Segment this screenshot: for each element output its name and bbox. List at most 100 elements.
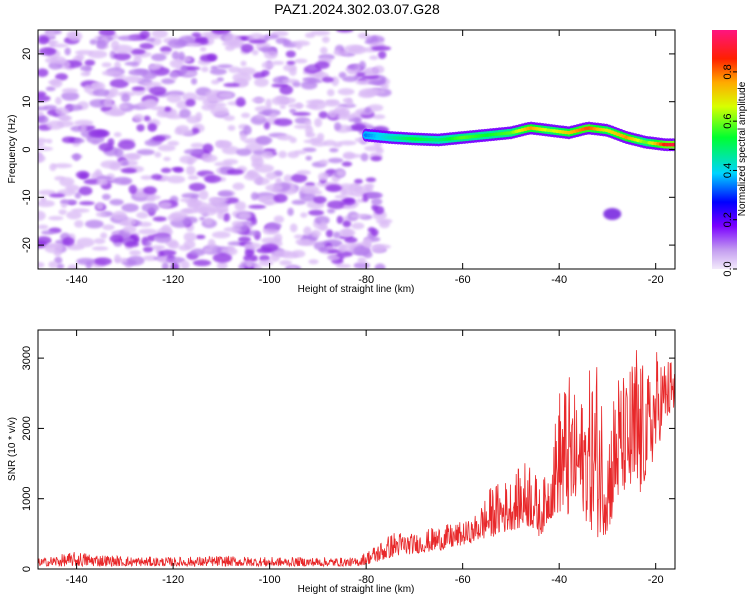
noise-cell [369, 55, 379, 60]
noise-cell [195, 36, 208, 43]
noise-cell [142, 255, 158, 262]
noise-cell [291, 199, 306, 205]
noise-cell [113, 176, 133, 185]
noise-cell [73, 153, 80, 162]
noise-cell [113, 132, 122, 138]
noise-cell [179, 108, 191, 119]
noise-cell [254, 77, 269, 88]
noise-cell [191, 127, 200, 135]
noise-cell [338, 71, 347, 79]
noise-cell [58, 115, 73, 121]
noise-cell [231, 220, 244, 228]
noise-cell [265, 98, 272, 109]
noise-cell [326, 89, 335, 97]
noise-cell [38, 106, 49, 111]
noise-cell [224, 34, 241, 45]
noise-cell [141, 202, 160, 213]
noise-cell [41, 230, 55, 235]
noise-cell [96, 178, 109, 186]
noise-cell [95, 211, 107, 217]
noise-cell [121, 168, 137, 174]
noise-cell [84, 59, 96, 66]
noise-cell [262, 151, 274, 159]
noise-cell [89, 98, 108, 108]
noise-cell [364, 106, 371, 114]
noise-cell [48, 215, 64, 221]
noise-cell [305, 132, 316, 138]
noise-cell [274, 118, 293, 127]
y-tick-label: 3000 [21, 346, 33, 370]
noise-cell [232, 72, 252, 83]
noise-cell [304, 32, 316, 39]
noise-cell [287, 103, 305, 108]
noise-cell [117, 139, 136, 150]
noise-cell [251, 49, 259, 56]
noise-cell [314, 61, 330, 69]
noise-cell [141, 71, 157, 80]
noise-cell [50, 43, 69, 48]
noise-cell [186, 42, 202, 47]
ridge-cell-core [670, 142, 675, 147]
noise-cell [54, 256, 63, 264]
snr-y-axis-label: SNR (10 * v/v) [7, 417, 18, 481]
noise-cell [178, 129, 193, 136]
noise-cell [343, 197, 356, 206]
noise-cell [143, 186, 157, 195]
noise-cell [257, 110, 274, 116]
noise-cell [232, 182, 245, 191]
noise-cell [109, 234, 124, 243]
noise-cell [326, 200, 346, 210]
noise-cell [78, 201, 95, 206]
noise-cell [362, 250, 373, 259]
noise-cell [248, 39, 267, 44]
noise-cell [139, 42, 155, 50]
noise-cell [336, 170, 346, 177]
noise-cell [180, 64, 188, 75]
noise-cell [109, 198, 124, 206]
snr-series-line [38, 350, 675, 568]
noise-cell [114, 254, 121, 264]
colorbar [712, 30, 737, 269]
noise-cell [365, 192, 383, 199]
noise-cell [212, 252, 233, 263]
noise-cell [38, 36, 50, 45]
noise-cell [348, 184, 362, 193]
noise-cell [261, 61, 275, 69]
noise-cell [112, 210, 127, 221]
noise-cell [305, 155, 312, 161]
noise-cell [338, 244, 346, 253]
noise-cell [38, 262, 45, 268]
noise-cell [83, 84, 93, 94]
x-tick-label: -140 [66, 574, 88, 586]
noise-cell [199, 46, 207, 52]
noise-cell [161, 51, 171, 56]
noise-cell [98, 142, 114, 152]
noise-cell [279, 104, 286, 110]
noise-cell [238, 236, 251, 243]
noise-cell [337, 88, 355, 96]
noise-cell [145, 37, 156, 42]
noise-cell [265, 171, 277, 180]
noise-cell [304, 119, 312, 127]
noise-cell [210, 106, 229, 117]
noise-cell [342, 75, 359, 82]
noise-cell [38, 94, 51, 102]
noise-cell [236, 148, 252, 156]
noise-cell [314, 215, 330, 225]
noise-cell [56, 263, 65, 269]
noise-cell [310, 140, 328, 147]
noise-cell [321, 76, 334, 83]
noise-cell [101, 193, 111, 201]
noise-cell [341, 161, 353, 167]
noise-cell [307, 79, 323, 84]
noise-cell [271, 83, 289, 88]
noise-cell [76, 257, 96, 266]
noise-cell [313, 196, 327, 204]
noise-cell [357, 257, 367, 264]
noise-cell [251, 97, 266, 103]
noise-cell [295, 238, 311, 246]
x-tick-label: -20 [648, 574, 664, 586]
noise-cell [121, 93, 131, 103]
noise-cell [130, 48, 146, 55]
noise-cell [319, 247, 329, 252]
